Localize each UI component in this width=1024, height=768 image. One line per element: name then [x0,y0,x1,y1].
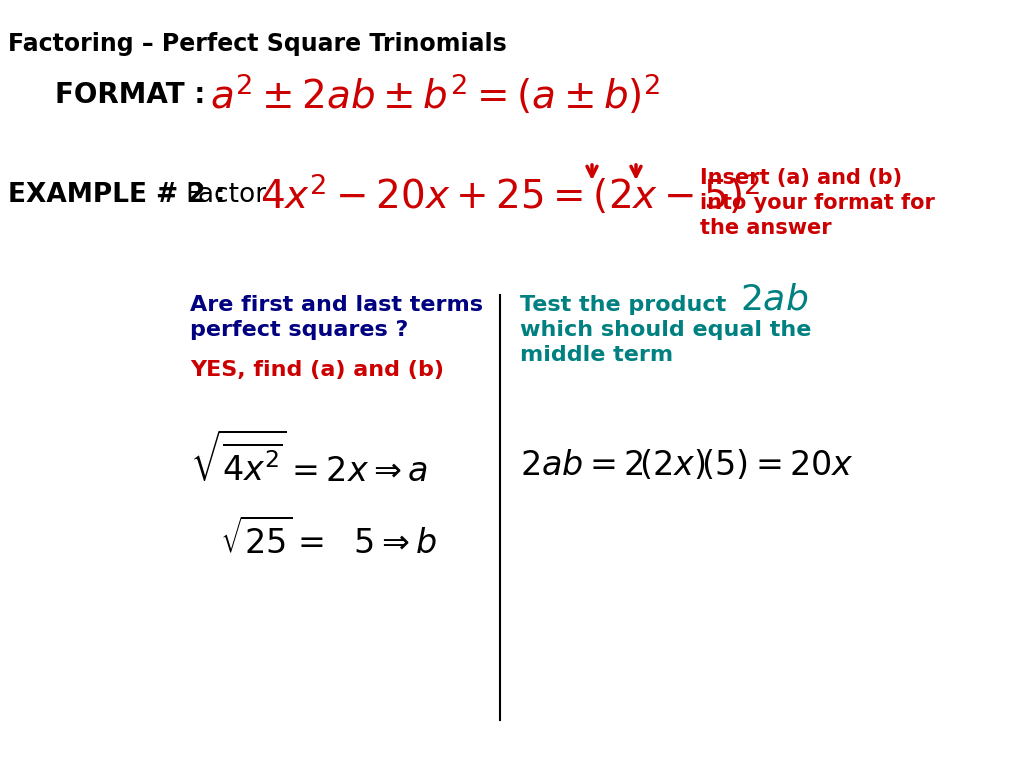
Text: Factoring – Perfect Square Trinomials: Factoring – Perfect Square Trinomials [8,32,507,56]
Text: Factor: Factor [185,182,266,208]
Text: perfect squares ?: perfect squares ? [190,320,409,340]
Text: $2ab$: $2ab$ [740,283,808,317]
Text: into your format for: into your format for [700,193,935,213]
Text: Are first and last terms: Are first and last terms [190,295,483,315]
Text: middle term: middle term [520,345,673,365]
Text: $\sqrt{25} =\ \ 5 \Rightarrow b$: $\sqrt{25} =\ \ 5 \Rightarrow b$ [220,519,437,561]
Text: YES, find (a) and (b): YES, find (a) and (b) [190,360,444,380]
Text: $2ab = 2\!\left(2x\right)\!\left(5\right) = 20x$: $2ab = 2\!\left(2x\right)\!\left(5\right… [520,448,854,482]
Text: EXAMPLE # 2 :: EXAMPLE # 2 : [8,182,225,208]
Text: Insert (a) and (b): Insert (a) and (b) [700,168,902,188]
Text: which should equal the: which should equal the [520,320,811,340]
Text: $a^2 \pm 2ab \pm b^2 = \left(a \pm b\right)^2$: $a^2 \pm 2ab \pm b^2 = \left(a \pm b\rig… [210,73,660,118]
Text: $\sqrt{\overline{4x^2}} = 2x \Rightarrow a$: $\sqrt{\overline{4x^2}} = 2x \Rightarrow… [190,432,428,488]
Text: Test the product: Test the product [520,295,726,315]
Text: the answer: the answer [700,218,831,238]
Text: $4x^2 - 20x + 25 = \left(2x - 5\right)^2$: $4x^2 - 20x + 25 = \left(2x - 5\right)^2… [260,173,761,217]
Text: FORMAT :: FORMAT : [55,81,206,109]
